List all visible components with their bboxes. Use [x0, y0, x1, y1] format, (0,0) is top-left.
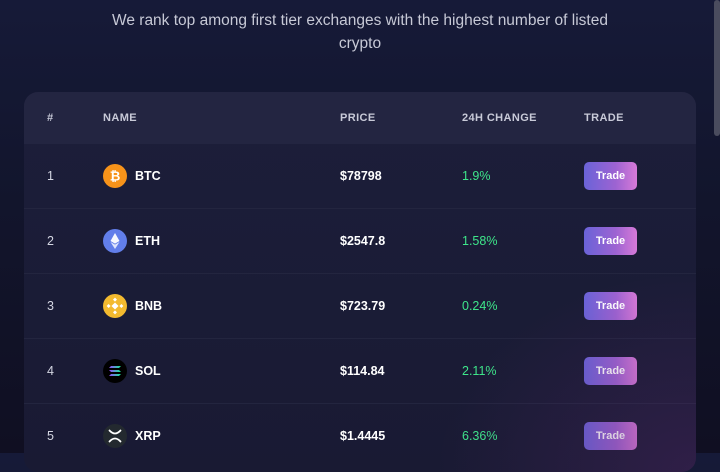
header-trade: TRADE [584, 112, 624, 124]
coin-24h-change: 1.58% [462, 234, 498, 248]
trade-button-bnb[interactable]: Trade [584, 292, 637, 320]
coin-price: $723.79 [340, 299, 386, 313]
solana-icon [103, 359, 127, 383]
coin-24h-change: 6.36% [462, 429, 498, 443]
intro-text: We rank top among first tier exchanges w… [0, 9, 720, 55]
crypto-table: # NAME PRICE 24H CHANGE TRADE 1 ₿ BTC $7… [24, 92, 696, 472]
trade-button-sol[interactable]: Trade [584, 357, 637, 385]
coin-name-cell: ₿ BTC [103, 164, 161, 188]
table-body: 1 ₿ BTC $78798 1.9% Trade 2 [24, 144, 696, 468]
header-price: PRICE [340, 112, 376, 124]
coin-symbol: XRP [135, 429, 161, 443]
trade-button-btc[interactable]: Trade [584, 162, 637, 190]
page-scrollbar[interactable] [714, 0, 720, 136]
row-rank: 4 [47, 364, 54, 378]
coin-price: $114.84 [340, 364, 385, 378]
coin-price: $2547.8 [340, 234, 386, 248]
row-rank: 3 [47, 299, 54, 313]
intro-line-1: We rank top among first tier exchanges w… [112, 12, 608, 29]
coin-24h-change: 1.9% [462, 169, 491, 183]
row-rank: 2 [47, 234, 54, 248]
coin-price: $1.4445 [340, 429, 386, 443]
bnb-icon [103, 294, 127, 318]
ethereum-icon [103, 229, 127, 253]
bitcoin-icon: ₿ [103, 164, 127, 188]
table-row: 5 XRP $1.4445 6.36% Trade [24, 403, 696, 468]
header-change: 24H CHANGE [462, 112, 537, 124]
trade-button-eth[interactable]: Trade [584, 227, 637, 255]
coin-symbol: ETH [135, 234, 160, 248]
xrp-icon [103, 424, 127, 448]
table-row: 1 ₿ BTC $78798 1.9% Trade [24, 144, 696, 208]
header-rank: # [47, 112, 54, 124]
svg-text:₿: ₿ [110, 169, 121, 184]
coin-24h-change: 0.24% [462, 299, 498, 313]
coin-symbol: BTC [135, 169, 161, 183]
intro-line-2: crypto [338, 35, 382, 52]
coin-symbol: BNB [135, 299, 163, 313]
coin-24h-change: 2.11% [462, 364, 497, 378]
coin-name-cell: BNB [103, 294, 162, 318]
row-rank: 1 [47, 169, 54, 183]
coin-name-cell: SOL [103, 359, 161, 383]
row-rank: 5 [47, 429, 54, 443]
coin-price: $78798 [340, 169, 382, 183]
table-header: # NAME PRICE 24H CHANGE TRADE [24, 92, 696, 144]
header-name: NAME [103, 112, 137, 124]
trade-button-xrp[interactable]: Trade [584, 422, 637, 450]
coin-name-cell: XRP [103, 424, 161, 448]
coin-symbol: SOL [135, 364, 161, 378]
table-row: 2 ETH $2547.8 1.58% Trade [24, 208, 696, 273]
coin-name-cell: ETH [103, 229, 160, 253]
table-row: 3 BNB $723.79 0.24% Trade [24, 273, 696, 338]
table-row: 4 SOL [24, 338, 696, 403]
